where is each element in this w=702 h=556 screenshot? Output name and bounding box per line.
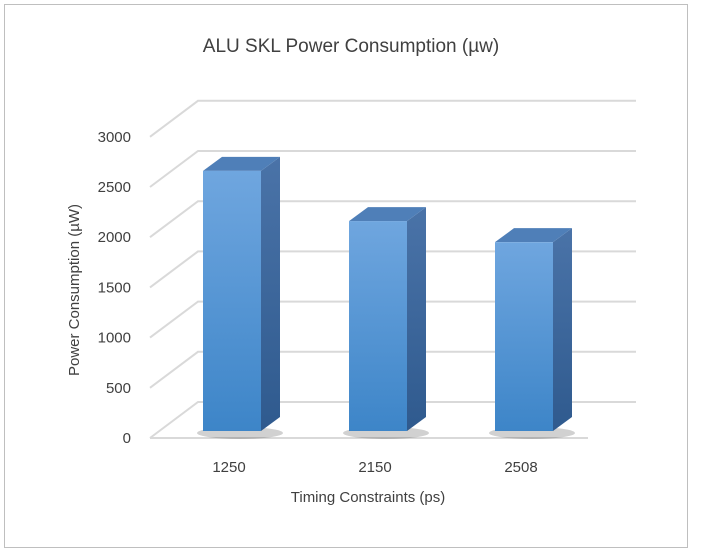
- y-tick-labels: 0 500 1000 1500 2000 2500 3000: [98, 129, 131, 447]
- bar-front: [495, 242, 553, 431]
- chart-title: ALU SKL Power Consumption (µw): [203, 36, 499, 57]
- gridline: [149, 99, 636, 138]
- gridline: [149, 350, 636, 389]
- bar-front: [349, 221, 407, 431]
- bar-top: [203, 156, 280, 171]
- y-tick-label: 3000: [98, 129, 131, 146]
- x-tick-label: 1250: [212, 459, 245, 476]
- bar-side: [407, 207, 426, 431]
- bars: [203, 156, 572, 431]
- gridline: [149, 150, 636, 188]
- gridline: [149, 300, 636, 339]
- gridline: [149, 250, 636, 289]
- x-axis-title: Timing Constraints (ps): [291, 489, 445, 506]
- y-tick-label: 2500: [98, 179, 131, 196]
- bar-front: [203, 170, 261, 431]
- bar-side: [261, 156, 280, 431]
- y-tick-label: 0: [123, 430, 131, 447]
- gridline: [149, 200, 636, 238]
- gridline: [149, 401, 636, 439]
- x-tick-label: 2150: [358, 459, 391, 476]
- x-tick-labels: 1250 2150 2508: [212, 459, 537, 476]
- y-tick-label: 1000: [98, 330, 131, 347]
- y-tick-label: 500: [106, 380, 131, 397]
- bar-top: [349, 207, 426, 222]
- bar-side: [553, 228, 572, 431]
- gridlines: [149, 99, 636, 439]
- bar: [349, 207, 426, 431]
- x-tick-label: 2508: [504, 459, 537, 476]
- y-tick-label: 2000: [98, 229, 131, 246]
- y-tick-label: 1500: [98, 279, 131, 296]
- y-axis-title: Power Consumption (µW): [66, 204, 83, 376]
- bar-top: [495, 228, 572, 243]
- bar: [495, 228, 572, 431]
- bar: [203, 156, 280, 431]
- chart-frame: [4, 4, 688, 548]
